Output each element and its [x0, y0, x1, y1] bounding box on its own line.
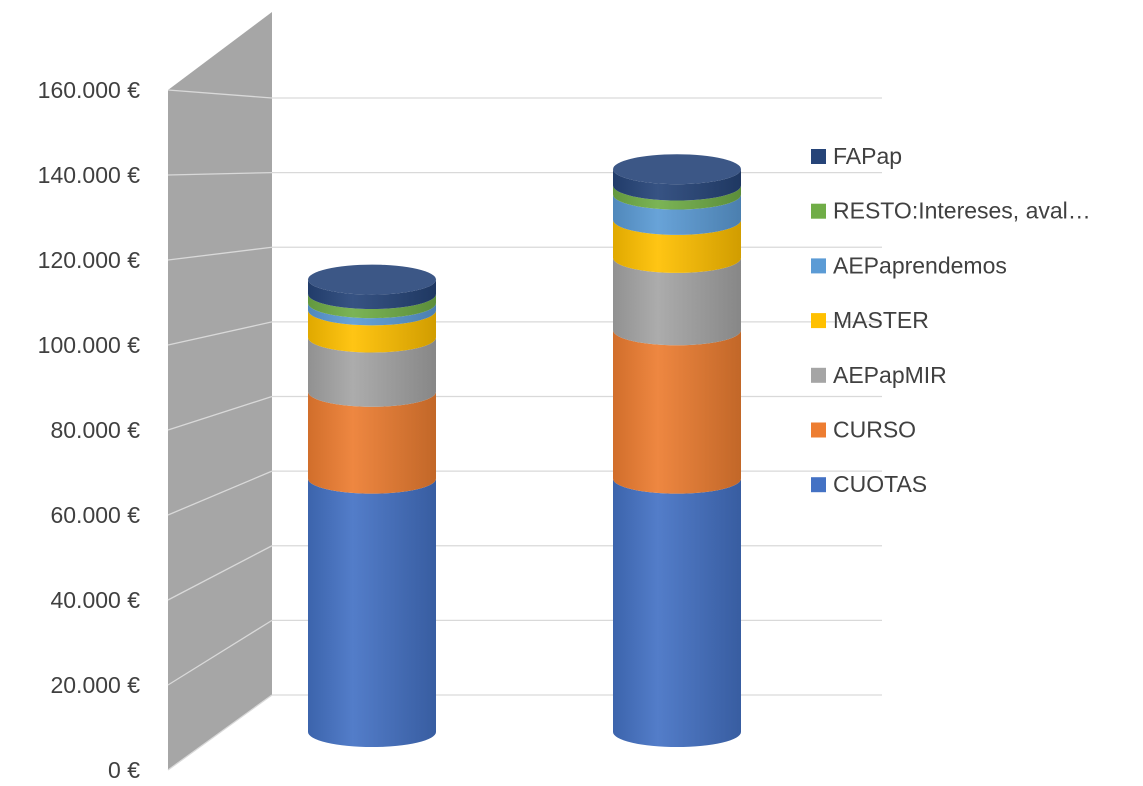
y-tick-label: 20.000 € [50, 672, 140, 698]
legend-item: AEPaprendemos [811, 252, 1007, 278]
legend-label: RESTO:Intereses, aval… [833, 198, 1091, 224]
y-axis-tick-labels: 0 € 20.000 € 40.000 € 60.000 € 80.000 € 100.0… [38, 77, 141, 783]
legend-item: AEPapMIR [811, 362, 947, 388]
bar-segment [613, 185, 741, 210]
bars [308, 154, 741, 747]
y-tick-label: 0 € [108, 757, 140, 783]
legend-swatch [811, 313, 826, 329]
bar-segment [308, 279, 436, 310]
legend-item: RESTO:Intereses, aval… [811, 198, 1091, 224]
side-gridline [167, 321, 273, 346]
side-gridline [167, 395, 273, 431]
legend-item: CURSO [811, 417, 916, 443]
bar-segment [613, 257, 741, 346]
bar-segment [308, 294, 436, 319]
y-tick-label: 40.000 € [50, 587, 140, 613]
y-tick-label: 100.000 € [38, 332, 141, 358]
legend-swatch [811, 203, 826, 219]
legend-label: FAPap [833, 143, 902, 169]
y-tick-label: 120.000 € [38, 247, 141, 273]
y-tick-label: 80.000 € [50, 417, 140, 443]
bar-top-cap [308, 264, 436, 295]
legend-item: MASTER [811, 307, 929, 333]
bar-segment [613, 330, 741, 494]
bar-group [613, 154, 741, 747]
bar-segment [308, 391, 436, 494]
side-gridline [167, 545, 273, 601]
legend-label: MASTER [833, 307, 929, 333]
y-tick-label: 140.000 € [38, 162, 141, 188]
side-gridline [167, 89, 273, 99]
side-gridline [167, 470, 273, 516]
legend-swatch [811, 149, 826, 164]
y-tick-label: 60.000 € [50, 502, 140, 528]
bar-segment [308, 310, 436, 353]
bar-segment [613, 219, 741, 273]
legend-swatch [811, 422, 826, 438]
chart-walls [168, 12, 882, 770]
legend-label: CURSO [833, 417, 916, 443]
side-wall [168, 12, 272, 770]
bar-segment [308, 337, 436, 407]
legend-item: FAPap [811, 143, 902, 169]
legend-swatch [811, 477, 826, 493]
side-gridline [167, 171, 273, 176]
legend-label: AEPapMIR [833, 362, 947, 388]
bar-segment [613, 194, 741, 235]
side-gridline [167, 619, 273, 686]
bar-segment [308, 478, 436, 747]
legend-swatch [811, 367, 826, 383]
bar-segment [308, 303, 436, 326]
legend-swatch [811, 258, 826, 274]
legend-item: CUOTAS [811, 471, 927, 497]
y-tick-label: 160.000 € [38, 77, 141, 103]
legend-label: CUOTAS [833, 471, 927, 497]
bar-group [308, 264, 436, 747]
bar-segment [613, 478, 741, 747]
bar-segment [613, 169, 741, 201]
legend-label: AEPaprendemos [833, 252, 1007, 278]
legend: FAPap RESTO:Intereses, aval… AEPaprendemos… [811, 143, 1091, 497]
side-gridline [167, 246, 273, 261]
side-gridline [167, 694, 273, 771]
bar-top-cap [613, 154, 741, 185]
